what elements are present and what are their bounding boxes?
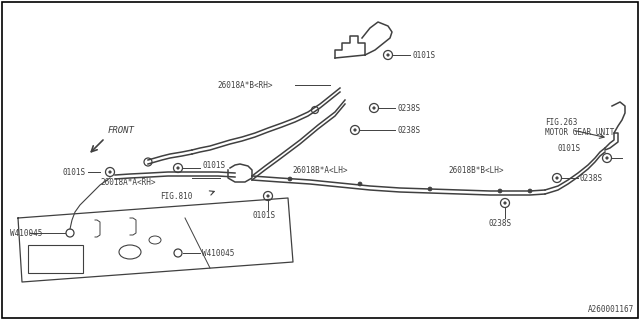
Circle shape (288, 177, 292, 181)
Text: W410045: W410045 (202, 249, 234, 258)
Text: 26018B*A<LH>: 26018B*A<LH> (292, 165, 348, 174)
Text: 0101S: 0101S (202, 161, 225, 170)
Text: 26018A*B<RH>: 26018A*B<RH> (217, 81, 273, 90)
Text: 0101S: 0101S (557, 143, 580, 153)
Text: A260001167: A260001167 (588, 305, 634, 314)
Circle shape (498, 189, 502, 193)
Bar (28, 245, 83, 273)
Text: 26018B*B<LH>: 26018B*B<LH> (448, 165, 504, 174)
Circle shape (177, 167, 179, 169)
Circle shape (109, 171, 111, 173)
Text: 0101S: 0101S (62, 167, 85, 177)
Text: 0238S: 0238S (397, 125, 420, 134)
Circle shape (267, 195, 269, 197)
Ellipse shape (149, 236, 161, 244)
Circle shape (373, 107, 375, 109)
Circle shape (556, 177, 558, 179)
Circle shape (358, 182, 362, 186)
Text: FIG.810: FIG.810 (160, 191, 193, 201)
Text: 0238S: 0238S (397, 103, 420, 113)
Text: W410045: W410045 (10, 228, 42, 237)
Text: 0101S: 0101S (412, 51, 435, 60)
Circle shape (428, 187, 432, 191)
Text: 26018A*A<RH>: 26018A*A<RH> (100, 178, 156, 187)
Circle shape (354, 129, 356, 131)
Circle shape (504, 202, 506, 204)
Text: 0238S: 0238S (580, 173, 603, 182)
Ellipse shape (119, 245, 141, 259)
Text: FRONT: FRONT (108, 126, 135, 135)
Circle shape (528, 189, 532, 193)
Text: 0238S: 0238S (488, 219, 511, 228)
Text: FIG.263
MOTOR GEAR UNIT: FIG.263 MOTOR GEAR UNIT (545, 118, 614, 137)
Text: 0101S: 0101S (252, 211, 275, 220)
Circle shape (606, 157, 608, 159)
Circle shape (387, 54, 389, 56)
